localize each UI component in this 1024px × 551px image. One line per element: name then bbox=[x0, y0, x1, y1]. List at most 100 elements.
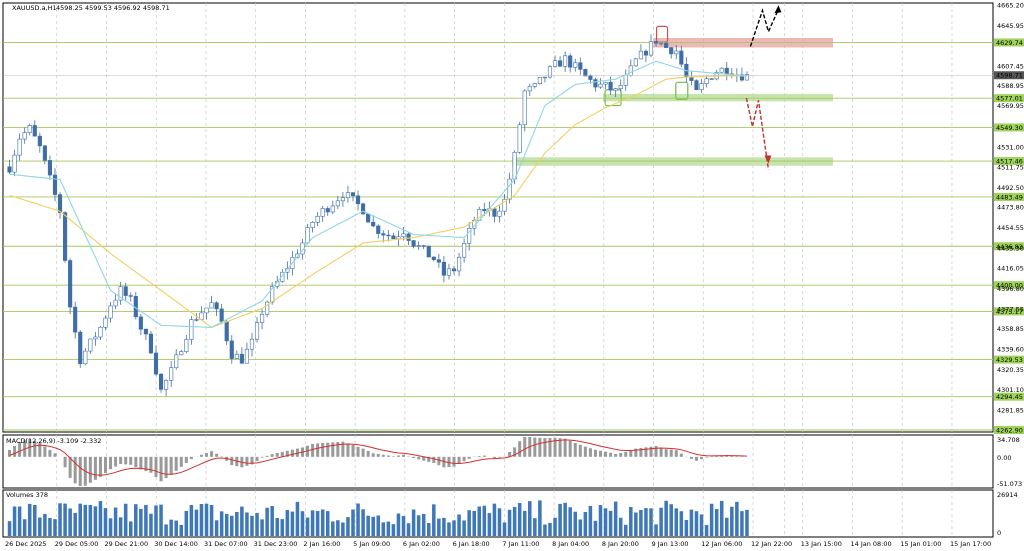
candle-body bbox=[52, 174, 58, 195]
candle-body bbox=[103, 317, 108, 328]
candle-body bbox=[638, 50, 643, 60]
price-tick-label: 4377.55 bbox=[997, 305, 1024, 313]
level-tag bbox=[994, 94, 1024, 103]
candle-body bbox=[643, 50, 649, 56]
candle-body bbox=[431, 256, 436, 260]
candle-body bbox=[47, 160, 53, 176]
candle-body bbox=[648, 41, 654, 56]
candle-body bbox=[366, 213, 371, 223]
candle-body bbox=[194, 319, 199, 321]
price-tick-label: 4396.80 bbox=[997, 285, 1024, 293]
candle-body bbox=[244, 348, 249, 364]
candle-body bbox=[613, 88, 618, 91]
price-tick-label: 4511.75 bbox=[997, 164, 1024, 172]
candle-body bbox=[724, 67, 729, 75]
candle-body bbox=[164, 380, 169, 390]
candle-body bbox=[492, 208, 497, 217]
time-tick-label: 29 Dec 05:00 bbox=[55, 540, 99, 548]
candle-body bbox=[234, 353, 239, 359]
level-price-label: 4436.83 bbox=[996, 243, 1023, 251]
candle-body bbox=[315, 215, 320, 223]
level-tag bbox=[994, 38, 1024, 47]
candle-body bbox=[138, 316, 143, 330]
candle-body bbox=[593, 79, 598, 88]
candle-body bbox=[537, 77, 542, 84]
candle-body bbox=[37, 135, 42, 147]
candle-body bbox=[396, 236, 401, 240]
macd-panel[interactable] bbox=[2, 434, 994, 489]
price-tick-label: 4492.50 bbox=[997, 184, 1024, 192]
ma-slow-line bbox=[9, 75, 747, 329]
candle-body bbox=[310, 222, 315, 228]
candle-body bbox=[143, 328, 148, 335]
level-price-label: 4400.00 bbox=[996, 282, 1023, 290]
time-tick-label: 7 Jan 11:00 bbox=[502, 540, 539, 548]
level-tag bbox=[994, 281, 1024, 290]
level-tag bbox=[994, 307, 1024, 316]
time-tick-label: 13 Jan 15:00 bbox=[801, 540, 842, 548]
candle-body bbox=[406, 233, 411, 241]
candle-body bbox=[588, 75, 593, 80]
candle-body bbox=[118, 286, 123, 301]
candle-body bbox=[335, 200, 340, 207]
level-price-label: 4549.30 bbox=[996, 124, 1023, 132]
candle-body bbox=[340, 197, 345, 202]
candle-body bbox=[416, 245, 421, 247]
price-panel[interactable] bbox=[2, 2, 994, 433]
candle-body bbox=[653, 41, 659, 44]
time-tick-label: 29 Dec 21:00 bbox=[104, 540, 148, 548]
candle-body bbox=[239, 353, 244, 364]
candle-body bbox=[83, 350, 88, 365]
up-forecast-arrow bbox=[749, 8, 780, 47]
candle-body bbox=[68, 260, 73, 308]
macd-signal-line bbox=[9, 439, 748, 476]
support-zone bbox=[512, 157, 833, 166]
time-axis: 26 Dec 2025 29 Dec 05:00 29 Dec 21:00 30 De… bbox=[5, 540, 991, 548]
candle-body bbox=[482, 209, 487, 212]
candle-body bbox=[42, 145, 47, 161]
candle-body bbox=[113, 299, 118, 307]
candle-body bbox=[305, 227, 310, 244]
candle-body bbox=[158, 373, 164, 390]
candle-body bbox=[73, 306, 78, 333]
candle-body bbox=[249, 338, 255, 350]
level-price-label: 4262.90 bbox=[996, 427, 1023, 435]
level-lines: 4629.74 4577.01 4549.30 4517.46 4483.49 4436.… bbox=[3, 38, 1024, 435]
candle-body bbox=[148, 333, 154, 354]
candle-body bbox=[669, 47, 674, 55]
time-tick-label: 30 Dec 14:00 bbox=[154, 540, 198, 548]
candle-body bbox=[573, 62, 578, 68]
candle-body bbox=[7, 166, 12, 173]
price-tick-label: 4531.00 bbox=[997, 143, 1024, 151]
macd-tick-top: 34.708 bbox=[997, 436, 1020, 444]
candle-body bbox=[184, 339, 189, 352]
price-tick-label: 4281.85 bbox=[997, 406, 1024, 414]
candle-body bbox=[128, 295, 133, 297]
candle-body bbox=[623, 74, 628, 86]
price-tick-label: 4665.20 bbox=[997, 2, 1024, 10]
price-tick-label: 4607.45 bbox=[997, 63, 1024, 71]
macd-series bbox=[8, 437, 748, 486]
symbol-label: XAUUSD.a,H1 bbox=[12, 4, 57, 12]
candle-body bbox=[421, 245, 426, 247]
macd-label: MACD(12,26,9) -3.109 -2.332 bbox=[6, 437, 101, 445]
candle-body bbox=[532, 83, 537, 87]
level-price-label: 4483.49 bbox=[996, 193, 1023, 201]
candle-body bbox=[411, 240, 416, 247]
candle-body bbox=[280, 271, 285, 282]
time-tick-label: 12 Jan 22:00 bbox=[751, 540, 792, 548]
candle-body bbox=[704, 78, 709, 84]
candle-body bbox=[108, 305, 113, 319]
support-touch-box bbox=[675, 81, 689, 100]
candle-body bbox=[694, 80, 699, 90]
candle-body bbox=[674, 50, 679, 55]
candle-body bbox=[426, 245, 431, 258]
volume-tick-top: 26914 bbox=[997, 491, 1018, 499]
time-tick-label: 15 Jan 01:00 bbox=[900, 540, 941, 548]
time-tick-label: 5 Jan 09:00 bbox=[353, 540, 390, 548]
candle-body bbox=[320, 208, 325, 217]
time-gridlines bbox=[56, 3, 953, 537]
macd-tick-bottom: -51.073 bbox=[997, 480, 1022, 488]
time-tick-label: 2 Jan 16:00 bbox=[303, 540, 340, 548]
